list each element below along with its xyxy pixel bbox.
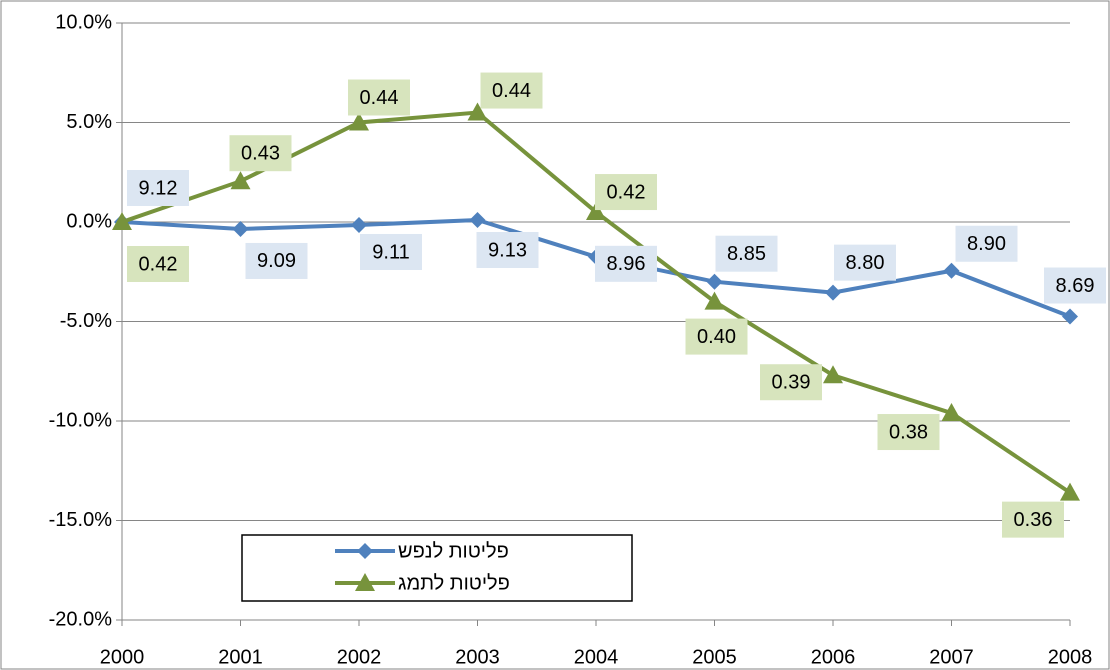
data-label-box xyxy=(1002,501,1064,538)
data-label: 9.09 xyxy=(257,250,296,272)
data-label: 8.69 xyxy=(1056,275,1095,297)
y-tick-label: -20.0% xyxy=(49,608,113,630)
x-tick-label: 2000 xyxy=(100,646,145,668)
data-marker xyxy=(230,171,251,190)
y-tick-label: -5.0% xyxy=(60,310,112,332)
data-marker xyxy=(232,220,249,237)
data-label-box xyxy=(360,233,422,270)
data-label: 0.38 xyxy=(889,421,928,443)
data-marker xyxy=(112,212,132,230)
legend-marker xyxy=(355,573,375,591)
data-label: 0.39 xyxy=(772,372,811,394)
data-label: 0.44 xyxy=(360,87,399,109)
data-label-box xyxy=(480,72,543,109)
data-label-box xyxy=(685,318,748,355)
data-marker xyxy=(825,284,841,301)
data-label-box xyxy=(760,364,822,401)
data-label: 9.12 xyxy=(139,177,178,199)
x-tick-label: 2008 xyxy=(1048,646,1093,668)
data-label-box xyxy=(245,242,308,279)
data-label: 0.36 xyxy=(1014,509,1053,531)
data-marker xyxy=(943,262,960,279)
data-label-box xyxy=(595,174,657,211)
y-tick-label: 0.0% xyxy=(66,210,112,232)
y-tick-label: -15.0% xyxy=(49,509,113,531)
data-marker xyxy=(706,273,723,290)
data-label: 0.43 xyxy=(241,142,280,164)
x-tick-label: 2001 xyxy=(218,646,263,668)
y-tick-label: 5.0% xyxy=(66,111,112,133)
data-label: 8.80 xyxy=(846,252,885,274)
data-label: 8.90 xyxy=(967,233,1006,255)
data-marker xyxy=(469,212,486,229)
data-label-box xyxy=(595,245,657,282)
x-tick-label: 2002 xyxy=(337,646,382,668)
data-label: 0.40 xyxy=(697,326,736,348)
legend-box xyxy=(241,534,633,602)
data-label: 0.44 xyxy=(492,80,531,102)
data-marker xyxy=(351,216,367,233)
data-marker xyxy=(823,365,843,384)
x-tick-label: 2005 xyxy=(692,646,737,668)
data-label: 9.11 xyxy=(372,241,409,263)
data-label-box xyxy=(229,135,292,172)
data-label-box xyxy=(127,170,189,206)
data-label: 0.42 xyxy=(607,181,646,203)
data-marker xyxy=(349,112,369,131)
x-tick-label: 2004 xyxy=(574,646,619,668)
legend: פליטות לנפש פליטות לתמג xyxy=(335,540,510,594)
data-label-box xyxy=(348,79,410,116)
data-marker xyxy=(586,202,606,221)
data-marker xyxy=(1060,482,1080,501)
data-label-box xyxy=(1044,267,1106,304)
data-label: 8.96 xyxy=(607,253,646,275)
data-marker xyxy=(467,102,488,121)
y-tick-label: 10.0% xyxy=(55,11,112,33)
data-label-box xyxy=(877,414,940,451)
data-marker xyxy=(704,291,725,310)
x-tick-label: 2006 xyxy=(811,646,856,668)
y-tick-label: -10.0% xyxy=(49,409,113,431)
data-label: 0.42 xyxy=(139,253,178,275)
legend-marker xyxy=(357,543,373,559)
legend-label: פליטות לנפש xyxy=(398,540,509,562)
x-tick-label: 2007 xyxy=(929,646,974,668)
data-marker xyxy=(1062,308,1078,325)
data-label-box xyxy=(715,235,778,272)
legend-label: פליטות לתמג xyxy=(398,572,510,594)
data-label-box xyxy=(955,225,1018,262)
data-label-box xyxy=(834,244,896,281)
x-tick-label: 2003 xyxy=(455,646,500,668)
data-label: 8.85 xyxy=(727,243,766,265)
data-label-box xyxy=(127,246,189,282)
data-label: 9.13 xyxy=(488,239,527,261)
data-marker xyxy=(941,403,962,422)
plot: 9.12 9.09 9.11 9.13 8.96 8.85 8.80 8.90 8.69 0.42… xyxy=(112,72,1106,538)
data-label-box xyxy=(476,232,539,269)
